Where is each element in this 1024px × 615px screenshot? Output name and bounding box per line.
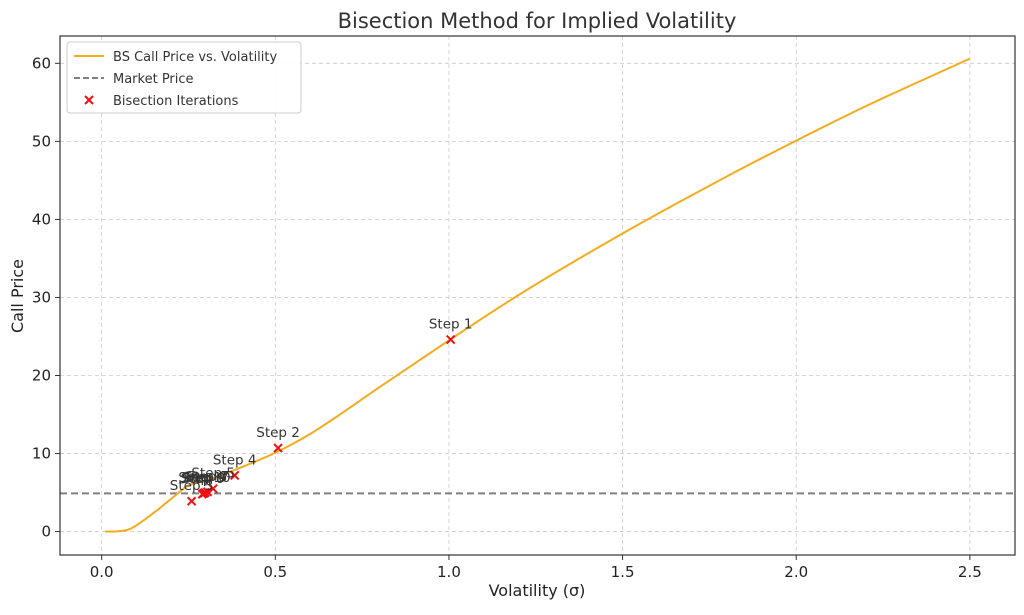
grid: [60, 36, 1015, 555]
step-label: Step 8: [183, 470, 227, 486]
iteration-points-layer: [186, 334, 456, 506]
y-tick-label: 60: [32, 54, 51, 72]
y-tick-label: 10: [32, 445, 51, 463]
step-label: Step 7: [186, 469, 230, 485]
step-label: Step 9: [182, 470, 226, 486]
y-axis-label: Call Price: [8, 259, 27, 333]
iteration-marker-stroke: [208, 483, 218, 494]
iteration-marker-stroke: [229, 470, 240, 481]
iteration-marker-stroke: [186, 496, 197, 506]
y-tick-label: 20: [32, 366, 51, 384]
x-tick-label: 2.0: [784, 563, 808, 581]
y-tick-label: 40: [32, 210, 51, 228]
legend: BS Call Price vs. Volatility Market Price…: [66, 41, 302, 114]
curve-layer: [105, 57, 971, 533]
iteration-marker-stroke: [445, 334, 456, 345]
call-price-curve: [105, 57, 971, 533]
legend-label: Market Price: [113, 72, 194, 87]
chart-title: Bisection Method for Implied Volatility: [338, 9, 737, 33]
iteration-marker: [229, 470, 240, 481]
x-tick-label: 2.5: [958, 563, 982, 581]
x-tick-label: 1.5: [611, 563, 635, 581]
x-tick-label: 1.0: [437, 563, 461, 581]
iteration-marker: [445, 334, 456, 345]
legend-marker-swatch: [84, 95, 94, 105]
iteration-marker: [273, 443, 283, 453]
axis-ticks: 0.0 0.5 1.0 1.5 2.0 2.5 0 10 20 30 40 50 60: [32, 54, 982, 581]
iteration-marker: [208, 483, 218, 494]
x-axis-label: Volatility (σ): [489, 581, 586, 600]
x-tick-label: 0.0: [90, 563, 114, 581]
step-label: Step 4: [213, 452, 257, 468]
y-tick-label: 50: [32, 132, 51, 150]
iteration-marker: [199, 488, 210, 498]
iteration-marker-stroke: [199, 488, 210, 498]
legend-label: Bisection Iterations: [113, 94, 239, 109]
step-label: Step 5: [191, 466, 235, 482]
x-tick-label: 0.5: [263, 563, 287, 581]
y-tick-label: 30: [32, 288, 51, 306]
iteration-marker: [186, 496, 197, 506]
iteration-marker-stroke: [273, 443, 283, 453]
step-label: Step 6: [181, 471, 225, 487]
step-label: Step 1: [429, 317, 473, 333]
legend-label: BS Call Price vs. Volatility: [113, 50, 277, 65]
plot-frame: [59, 35, 1016, 556]
step-label: Step 10: [178, 470, 230, 486]
step-label: Step 2: [256, 425, 300, 441]
step-label: Step 3: [170, 478, 214, 494]
legend-box: [66, 41, 302, 114]
y-tick-label: 0: [41, 523, 51, 541]
